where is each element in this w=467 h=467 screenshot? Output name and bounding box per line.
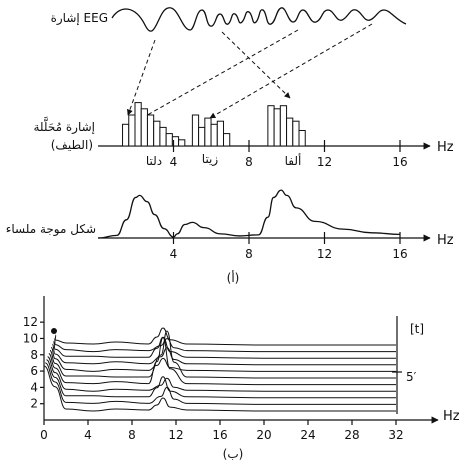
- csa-y-tick-label: 12: [23, 315, 38, 329]
- spectrum-bar: [140, 108, 148, 147]
- spectrum-bar: [191, 114, 200, 147]
- spectrum-bar: [292, 120, 300, 147]
- csa-x-tick-label: 8: [128, 428, 136, 442]
- spectrum-tick-label: 8: [245, 155, 253, 169]
- smooth-ticks: 4 8 12 16: [170, 232, 408, 261]
- spectrum-ticks: 4 8 12 16: [170, 140, 408, 169]
- spectrum-bar: [273, 108, 281, 147]
- time-bracket-label: [t]: [410, 322, 424, 336]
- arrow-eeg-to-delta-2: [141, 29, 299, 119]
- smooth-tick-label: 4: [170, 247, 178, 261]
- band-theta-label: زيتا: [202, 152, 219, 167]
- csa-y-tick-label: 2: [30, 397, 38, 411]
- csa-x-tick-label: 4: [84, 428, 92, 442]
- spectrum-bar: [298, 130, 306, 147]
- spectrum-tick-label: 4: [170, 155, 178, 169]
- csa-x-tick-label: 0: [40, 428, 48, 442]
- csa-spectral-trace: [53, 336, 396, 359]
- csa-y-tick-label: 8: [30, 348, 38, 362]
- spectrum-bar: [286, 117, 294, 147]
- csa-y-tick-label: 4: [30, 380, 38, 394]
- spectrum-tick-label: 16: [392, 155, 407, 169]
- csa-spectral-trace: [50, 346, 396, 372]
- spectrum-bar: [153, 120, 161, 147]
- spectrum-bar: [122, 123, 130, 147]
- csa-y-tick-label: 10: [23, 331, 38, 345]
- smooth-waveform-label: شكل موجة ملساء: [6, 222, 96, 237]
- csa-spectral-trace: [54, 337, 396, 353]
- caption-b: (ب): [223, 447, 244, 461]
- arrow-eeg-to-theta: [209, 23, 373, 119]
- band-delta-label: دلتا: [146, 154, 162, 168]
- spectrum-bar: [165, 133, 173, 147]
- csa-spectral-trace: [54, 327, 396, 346]
- eeg-signal-label: إشارة EEG: [51, 11, 108, 26]
- csa-x-tick-label: 32: [388, 428, 403, 442]
- eeg-raw-waveform: [111, 7, 407, 32]
- csa-y-ticks: 2 4 6 8 10 12: [23, 315, 44, 411]
- arrow-eeg-to-alpha: [221, 31, 291, 99]
- spectrum-bar: [223, 133, 231, 147]
- smooth-tick-label: 16: [392, 247, 407, 261]
- spectrum-hz-label: Hz: [437, 140, 454, 155]
- spectrum-bars: [122, 102, 306, 147]
- csa-start-dot: [51, 328, 57, 334]
- spectrum-bar: [128, 114, 136, 147]
- csa-x-tick-label: 28: [344, 428, 359, 442]
- smooth-hz-label: Hz: [437, 233, 454, 248]
- csa-y-tick-label: 6: [30, 364, 38, 378]
- spectrum-tick-label: 12: [317, 155, 332, 169]
- csa-spectral-trace: [43, 365, 396, 412]
- csa-spectral-lines: [43, 327, 396, 412]
- band-alpha-label: ألفا: [285, 153, 302, 168]
- spectrum-bar: [178, 139, 186, 147]
- spectrum-bar: [279, 105, 288, 147]
- smooth-tick-label: 12: [317, 247, 332, 261]
- spectrum-bar: [134, 102, 142, 147]
- spectrum-bar: [204, 117, 212, 147]
- caption-a: (أ): [227, 270, 240, 285]
- csa-x-tick-label: 12: [168, 428, 183, 442]
- spectrum-bar: [159, 126, 167, 147]
- spectrum-bar: [267, 105, 275, 147]
- csa-x-tick-label: 24: [300, 428, 315, 442]
- csa-x-tick-label: 20: [256, 428, 271, 442]
- analyzed-signal-label-line2: (الطيف): [51, 138, 93, 152]
- csa-spectral-trace: [46, 359, 396, 399]
- arrow-eeg-to-delta-1: [127, 39, 156, 116]
- csa-spectral-trace: [44, 362, 396, 405]
- spectrum-bar: [216, 120, 225, 147]
- csa-x-ticks: 0 4 8 12 16 20 24 28 32: [40, 420, 404, 442]
- csa-hz-label: Hz: [443, 409, 460, 424]
- spectrum-bar: [210, 123, 218, 147]
- analyzed-signal-label-line1: إشارة مُحَلَّلة: [34, 115, 96, 135]
- spectrum-bar: [198, 126, 206, 147]
- csa-spectral-trace: [51, 343, 396, 366]
- smooth-tick-label: 8: [245, 247, 253, 261]
- csa-x-tick-label: 16: [212, 428, 227, 442]
- spectrum-bar: [146, 114, 155, 147]
- csa-spectral-trace: [47, 356, 396, 392]
- time-mark-label: 5′: [406, 370, 417, 384]
- smooth-spectrum-curve: [97, 189, 401, 239]
